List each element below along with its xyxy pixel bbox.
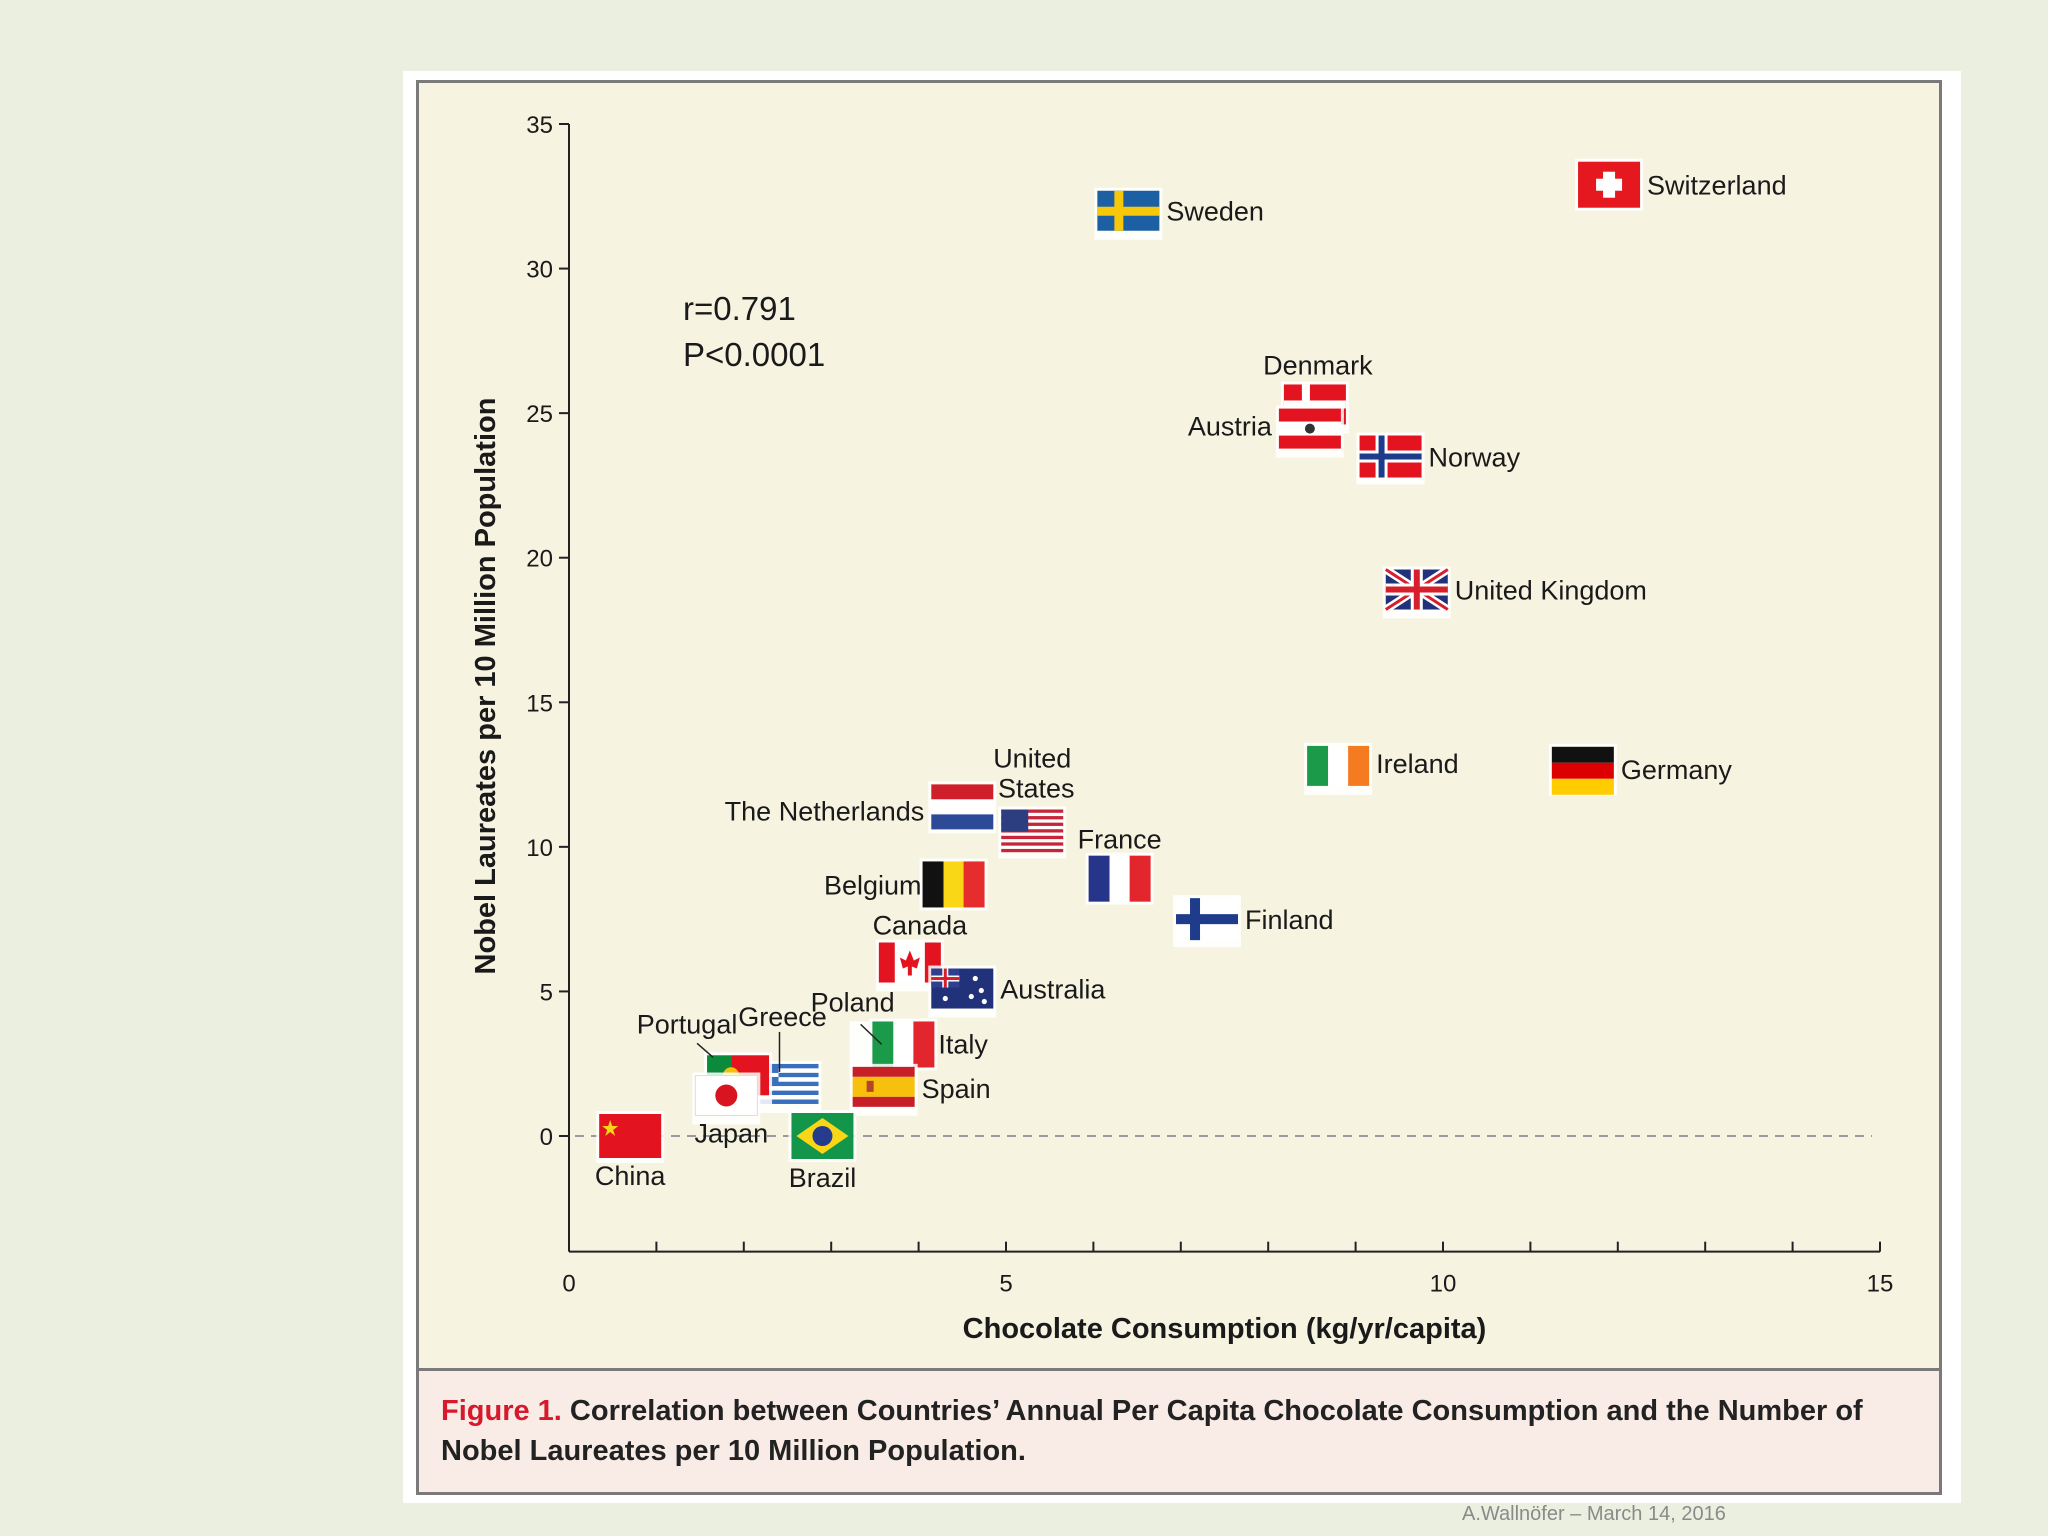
data-point-italy	[869, 1018, 938, 1071]
data-point-norway	[1356, 432, 1425, 485]
footer-note: A.Wallnöfer – March 14, 2016	[1462, 1503, 1726, 1525]
x-tick-label: 5	[999, 1271, 1012, 1298]
point-label-germany: Germany	[1621, 755, 1733, 785]
data-point-belgium	[919, 858, 988, 911]
data-point-spain	[849, 1063, 918, 1116]
point-label-portugal: Portugal	[637, 1009, 738, 1039]
leader-line	[696, 1042, 714, 1058]
data-point-australia	[928, 965, 997, 1018]
stat-r: r=0.791	[683, 290, 796, 327]
point-label-austria: Austria	[1188, 412, 1273, 442]
data-point-the-netherlands	[928, 781, 997, 834]
data-point-finland	[1173, 895, 1242, 948]
data-point-china	[596, 1111, 665, 1163]
leader-line	[860, 1023, 883, 1045]
caption-text: Correlation between Countries’ Annual Pe…	[441, 1395, 1863, 1467]
data-point-sweden	[1094, 187, 1163, 240]
x-tick-label: 10	[1430, 1271, 1457, 1298]
point-label-switzerland: Switzerland	[1647, 171, 1787, 201]
data-point-canada	[875, 939, 944, 992]
y-tick-label: 30	[526, 257, 553, 284]
point-label-united-states-2: States	[998, 774, 1075, 804]
point-label-spain: Spain	[922, 1074, 991, 1104]
x-tick-label: 15	[1867, 1271, 1894, 1298]
y-tick-label: 35	[526, 112, 553, 139]
point-label-united-kingdom: United Kingdom	[1455, 576, 1647, 606]
y-tick-label: 25	[526, 401, 553, 428]
data-point-germany	[1548, 743, 1617, 796]
y-tick-label: 0	[540, 1124, 553, 1151]
figure-caption: Figure 1. Correlation between Countries’…	[416, 1368, 1942, 1495]
data-point-france	[1085, 852, 1154, 905]
data-point-united-states	[998, 806, 1067, 859]
point-label-belgium: Belgium	[824, 870, 922, 900]
point-label-the-netherlands: The Netherlands	[725, 796, 925, 826]
data-point-japan	[692, 1072, 761, 1125]
data-point-united-kingdom	[1382, 566, 1451, 619]
data-point-switzerland	[1575, 158, 1644, 211]
y-tick-label: 5	[540, 979, 553, 1006]
data-point-brazil	[788, 1110, 857, 1162]
point-label-denmark: Denmark	[1263, 350, 1373, 380]
point-label-japan: Japan	[695, 1119, 769, 1149]
point-label-canada: Canada	[873, 911, 969, 941]
point-label-ireland: Ireland	[1376, 749, 1459, 779]
y-tick-label: 10	[526, 835, 553, 862]
x-tick-label: 0	[562, 1271, 575, 1298]
point-label-united-states: United	[993, 744, 1071, 774]
point-label-greece: Greece	[738, 1002, 827, 1032]
y-tick-label: 20	[526, 546, 553, 573]
stat-p: P<0.0001	[683, 336, 825, 373]
point-label-china: China	[595, 1161, 667, 1191]
point-label-brazil: Brazil	[789, 1163, 857, 1193]
figure-panel	[416, 80, 1942, 1495]
point-label-france: France	[1078, 825, 1162, 855]
point-label-italy: Italy	[938, 1029, 988, 1059]
point-label-sweden: Sweden	[1166, 197, 1264, 227]
data-point-ireland	[1304, 742, 1373, 795]
caption-label: Figure 1.	[441, 1395, 562, 1427]
y-tick-label: 15	[526, 690, 553, 717]
point-label-finland: Finland	[1245, 905, 1334, 935]
y-axis-title: Nobel Laureates per 10 Million Populatio…	[470, 398, 502, 975]
point-label-norway: Norway	[1429, 443, 1521, 473]
point-label-poland: Poland	[811, 987, 895, 1017]
data-point-austria	[1275, 405, 1344, 458]
point-label-australia: Australia	[1000, 975, 1106, 1005]
x-axis-title: Chocolate Consumption (kg/yr/capita)	[963, 1313, 1487, 1345]
